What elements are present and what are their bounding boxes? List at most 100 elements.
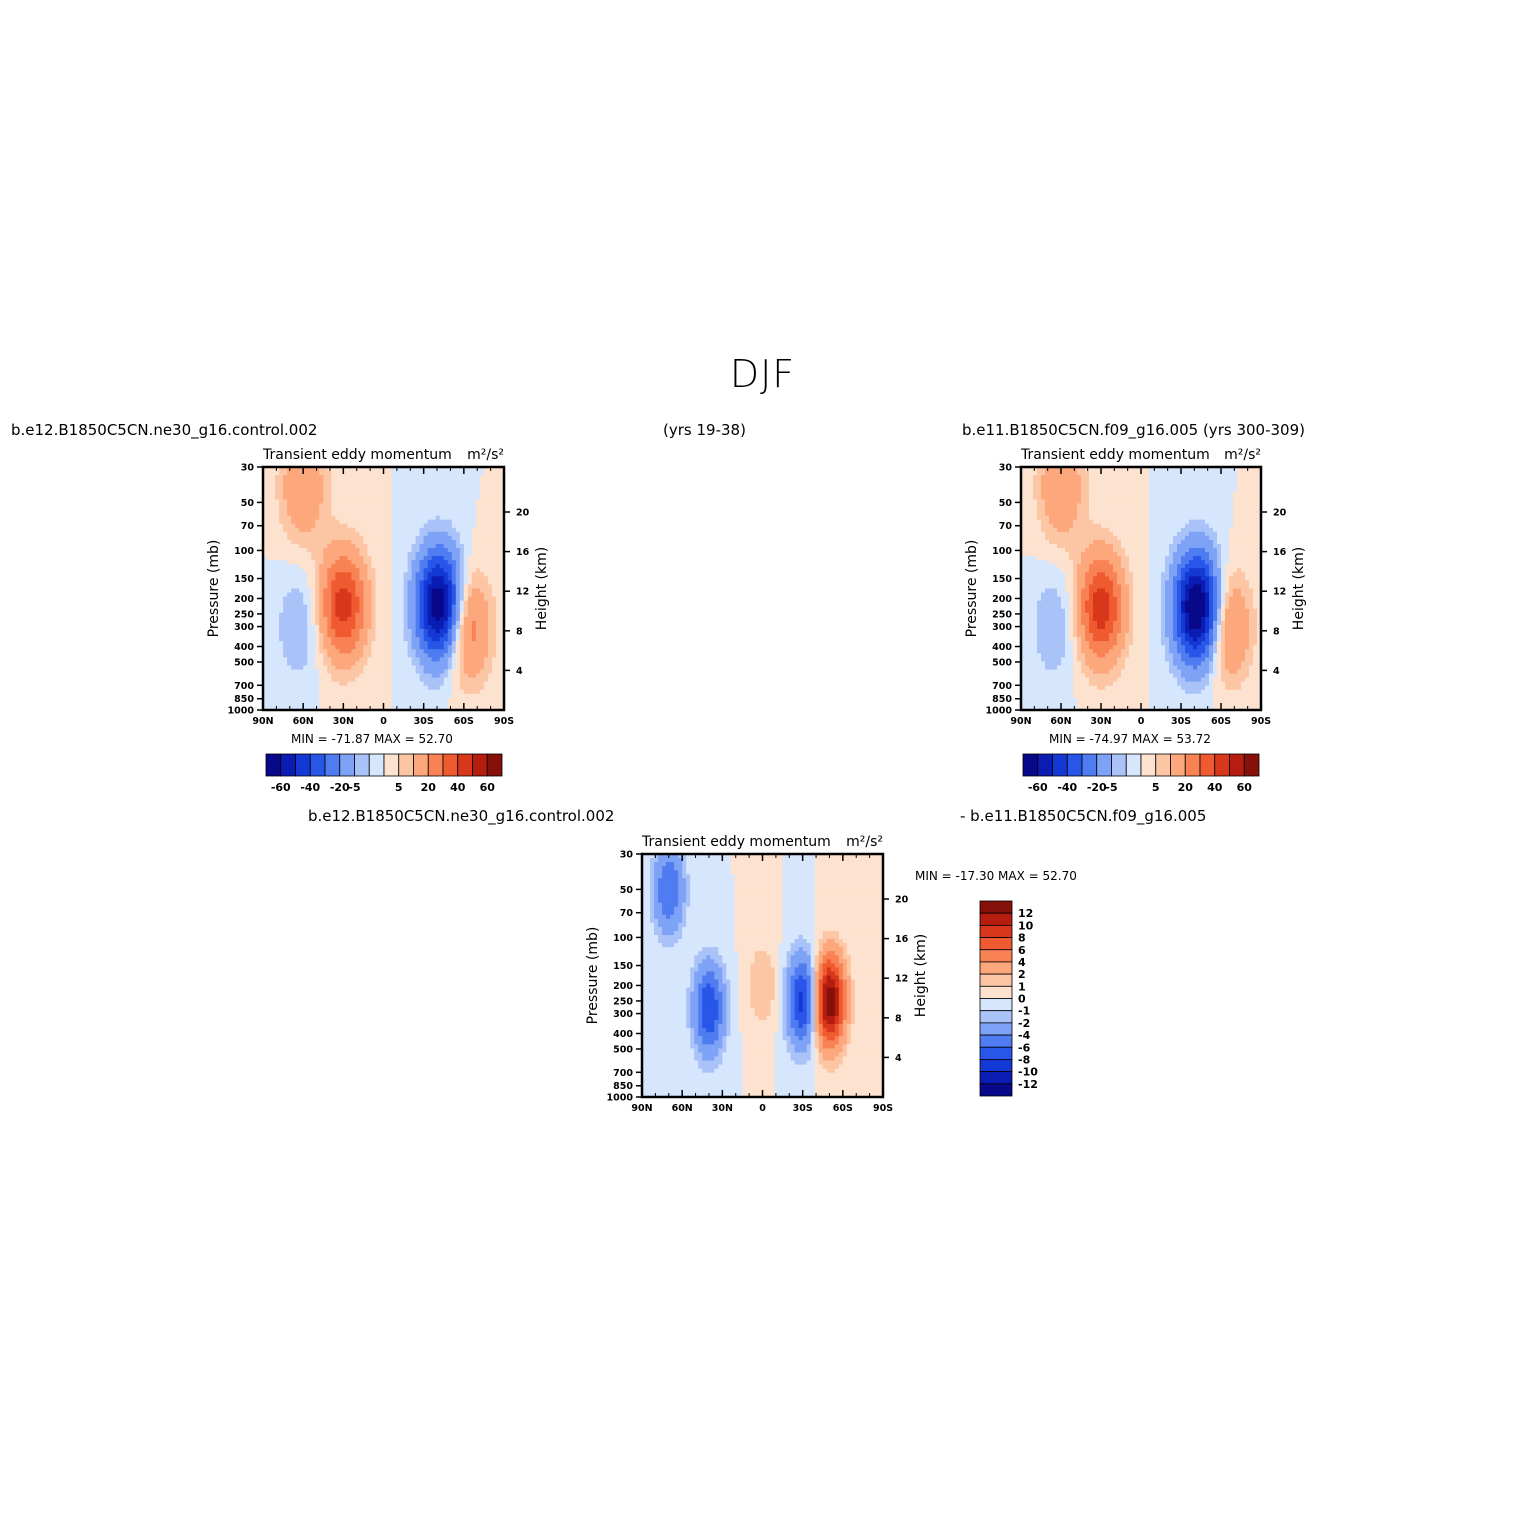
field-cell <box>455 604 461 610</box>
field-cell <box>263 467 268 472</box>
field-cell <box>371 548 377 553</box>
field-cell <box>411 503 417 509</box>
field-cell <box>1033 483 1038 488</box>
field-cell <box>271 608 276 614</box>
field-cell <box>1045 527 1050 533</box>
field-cell <box>451 475 457 480</box>
field-cell <box>463 669 469 675</box>
field-cell <box>387 705 393 711</box>
field-cell <box>415 653 421 658</box>
field-cell <box>1045 548 1050 553</box>
field-cell <box>1049 539 1054 545</box>
field-cell <box>411 519 417 525</box>
field-cell <box>423 677 429 683</box>
field-cell <box>487 697 493 703</box>
field-cell <box>1097 531 1102 537</box>
field-cell <box>379 592 385 598</box>
field-cell <box>275 637 280 642</box>
field-cell <box>487 548 493 553</box>
field-cell <box>383 515 389 521</box>
field-cell <box>1109 539 1114 545</box>
field-cell <box>1193 511 1198 517</box>
field-cell <box>303 673 308 679</box>
field-cell <box>279 689 284 695</box>
field-cell <box>275 531 280 537</box>
field-cell <box>351 629 356 634</box>
field-cell <box>1169 531 1174 537</box>
field-cell <box>311 552 316 557</box>
field-cell <box>1041 471 1046 476</box>
field-cell <box>319 600 324 606</box>
field-cell <box>1209 548 1214 553</box>
field-cell <box>435 515 441 521</box>
field-cell <box>299 604 304 610</box>
field-cell <box>475 588 481 594</box>
field-cell <box>343 669 348 675</box>
field-cell <box>1109 543 1114 549</box>
field-cell <box>1245 479 1250 484</box>
field-cell <box>291 560 296 565</box>
field-cell <box>475 568 481 573</box>
field-cell <box>1165 539 1170 545</box>
field-cell <box>347 523 352 529</box>
field-cell <box>411 620 417 626</box>
field-cell <box>479 511 485 517</box>
field-cell <box>1181 491 1186 496</box>
field-cell <box>407 564 413 569</box>
field-cell <box>1133 515 1138 521</box>
field-cell <box>491 531 497 537</box>
field-cell <box>407 604 413 610</box>
field-cell <box>1157 515 1162 521</box>
field-cell <box>371 665 377 671</box>
field-cell <box>1233 487 1238 492</box>
field-cell <box>415 641 421 646</box>
field-cell <box>399 475 405 480</box>
field-cell <box>391 669 397 675</box>
field-cell <box>487 629 493 634</box>
field-cell <box>1245 475 1250 480</box>
field-cell <box>343 511 348 517</box>
field-cell <box>439 693 445 699</box>
field-cell <box>315 645 320 650</box>
field-cell <box>1161 535 1166 541</box>
field-cell <box>1197 483 1202 488</box>
field-cell <box>423 697 429 703</box>
field-cell <box>403 531 409 537</box>
field-cell <box>347 527 352 533</box>
field-cell <box>407 568 413 573</box>
field-cell <box>375 596 381 602</box>
field-cell <box>1065 548 1070 553</box>
field-cell <box>467 507 473 513</box>
field-cell <box>463 649 469 654</box>
field-cell <box>1173 523 1178 529</box>
y-tick-label: 1000 <box>228 706 255 717</box>
field-cell <box>395 600 401 606</box>
field-cell <box>363 560 369 565</box>
field-cell <box>299 531 304 537</box>
field-cell <box>331 697 336 703</box>
field-cell <box>1117 523 1122 529</box>
field-cell <box>431 499 437 505</box>
field-cell <box>415 592 421 598</box>
field-cell <box>331 523 336 529</box>
field-cell <box>291 665 296 671</box>
field-cell <box>315 653 320 658</box>
field-cell <box>295 499 300 505</box>
field-cell <box>483 515 489 521</box>
field-cell <box>487 661 493 667</box>
field-cell <box>1129 495 1134 500</box>
field-cell <box>495 637 501 642</box>
field-cell <box>491 535 497 541</box>
field-cell <box>471 665 477 671</box>
field-cell <box>1181 535 1186 541</box>
field-cell <box>1221 479 1226 484</box>
field-cell <box>351 495 356 500</box>
field-cell <box>419 620 425 626</box>
field-cell <box>431 661 437 667</box>
field-cell <box>319 560 324 565</box>
field-cell <box>1085 531 1090 537</box>
field-cell <box>1153 499 1158 505</box>
field-cell <box>1241 495 1246 500</box>
field-cell <box>447 612 453 618</box>
field-cell <box>1141 543 1146 549</box>
